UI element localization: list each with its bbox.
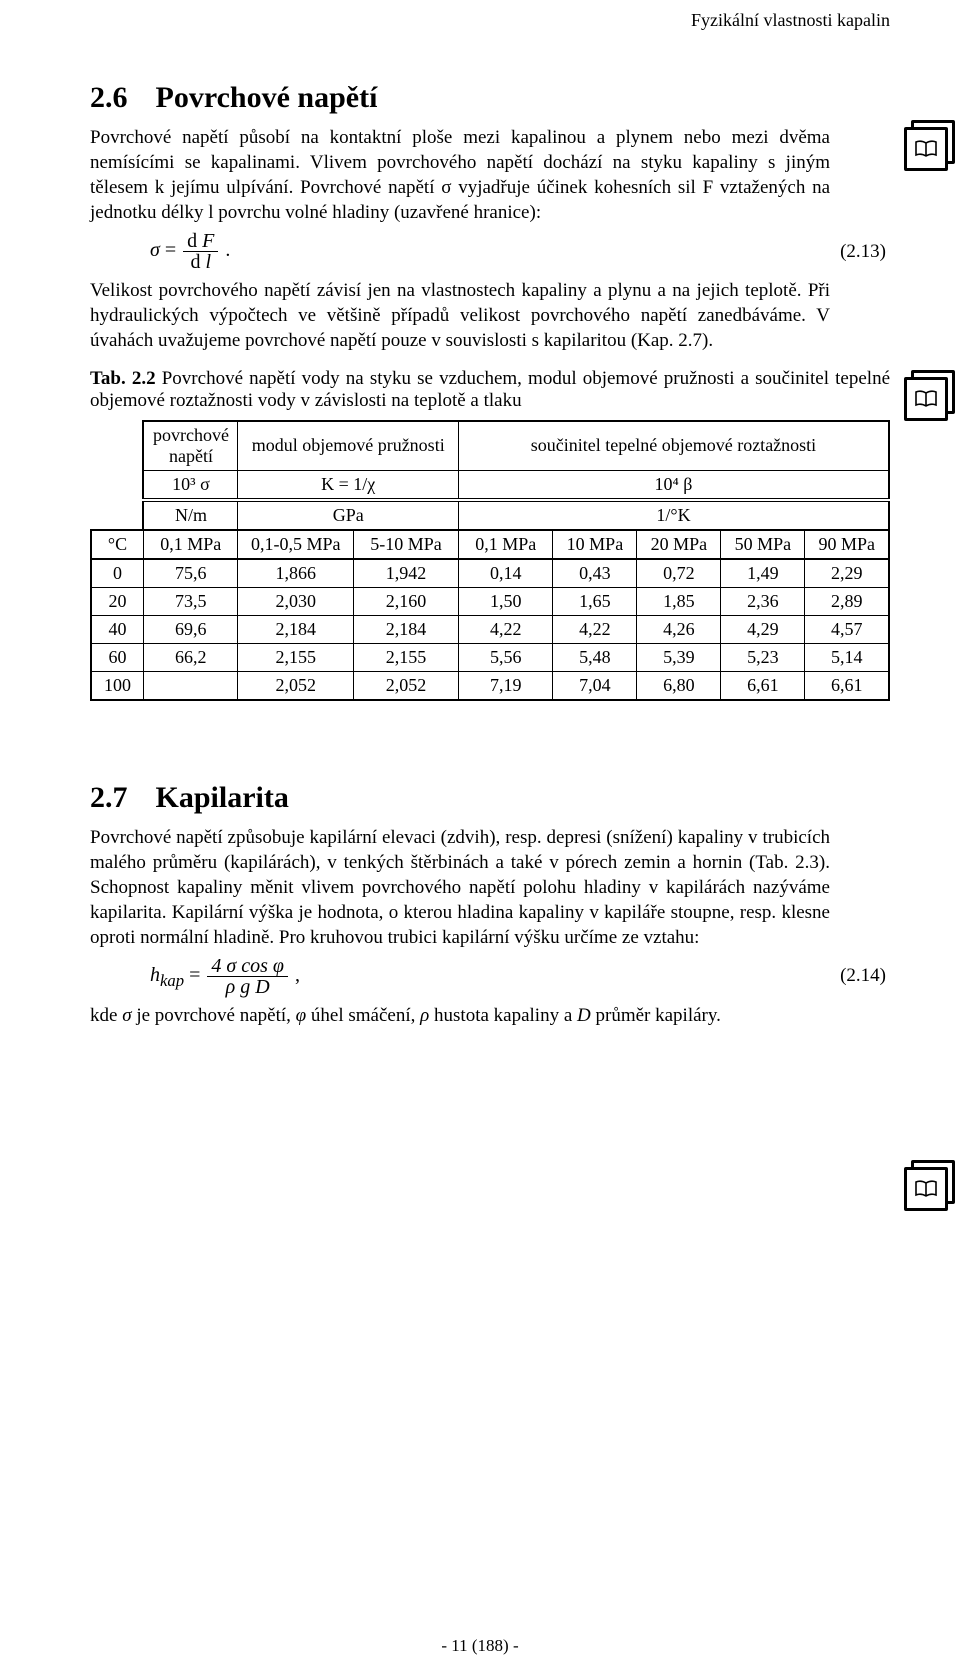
table-row: 4069,62,1842,1844,224,224,264,294,57 <box>91 615 889 643</box>
hdr-bulk-modulus: modul objemové pružnosti <box>238 421 458 471</box>
press-7: 90 MPa <box>805 530 889 559</box>
cell-value: 4,26 <box>637 615 721 643</box>
book-icon <box>904 120 952 168</box>
cell-value: 2,160 <box>353 587 458 615</box>
hdr-unit-1k: 1/°K <box>458 500 889 530</box>
press-4: 10 MPa <box>553 530 637 559</box>
cell-value: 4,57 <box>805 615 889 643</box>
cell-temp: 40 <box>91 615 143 643</box>
cell-value: 66,2 <box>143 643 237 671</box>
cell-value: 5,14 <box>805 643 889 671</box>
cell-value: 4,22 <box>458 615 552 643</box>
cell-value: 0,14 <box>458 559 552 588</box>
eq-number: (2.14) <box>840 965 890 987</box>
cell-value: 2,030 <box>238 587 353 615</box>
sec27-para2: kde σ je povrchové napětí, φ úhel smáčen… <box>90 1003 890 1028</box>
press-2: 5-10 MPa <box>353 530 458 559</box>
cell-value: 2,052 <box>353 671 458 700</box>
cell-temp: 100 <box>91 671 143 700</box>
sec26-para1: Povrchové napětí působí na kontaktní plo… <box>90 125 890 225</box>
section-2-6-title: 2.6 Povrchové napětí <box>90 81 890 115</box>
cell-value: 2,184 <box>238 615 353 643</box>
hdr-sym-k: K = 1/χ <box>238 470 458 500</box>
press-0: 0,1 MPa <box>143 530 237 559</box>
cell-value: 75,6 <box>143 559 237 588</box>
cell-value <box>143 671 237 700</box>
cell-value: 5,23 <box>721 643 805 671</box>
cell-value: 73,5 <box>143 587 237 615</box>
cell-value: 1,85 <box>637 587 721 615</box>
cell-value: 6,61 <box>805 671 889 700</box>
section-number: 2.6 <box>90 81 128 114</box>
eq-lhs: hkap <box>150 964 184 986</box>
cell-value: 1,50 <box>458 587 552 615</box>
cell-value: 6,61 <box>721 671 805 700</box>
hdr-sym-beta: 10⁴ β <box>458 470 889 500</box>
press-3: 0,1 MPa <box>458 530 552 559</box>
page: Fyzikální vlastnosti kapalin 2.6 Povrchov… <box>0 0 960 1674</box>
cell-value: 6,80 <box>637 671 721 700</box>
cell-value: 2,155 <box>238 643 353 671</box>
cell-value: 2,36 <box>721 587 805 615</box>
press-6: 50 MPa <box>721 530 805 559</box>
section-2-7-title: 2.7 Kapilarita <box>90 781 890 815</box>
cell-value: 5,48 <box>553 643 637 671</box>
cell-temp: 20 <box>91 587 143 615</box>
equation-2-14: hkap = 4 σ cos φ ρ g D , (2.14) <box>90 956 890 997</box>
table-2-2-caption: Tab. 2.2 Povrchové napětí vody na styku … <box>90 368 890 412</box>
book-icon <box>904 370 952 418</box>
cell-value: 2,184 <box>353 615 458 643</box>
cell-value: 5,56 <box>458 643 552 671</box>
running-head: Fyzikální vlastnosti kapalin <box>90 10 890 31</box>
eq-lhs: σ <box>150 239 160 261</box>
table-row: 075,61,8661,9420,140,430,721,492,29 <box>91 559 889 588</box>
eq-number: (2.13) <box>840 241 890 263</box>
cell-value: 1,49 <box>721 559 805 588</box>
cell-temp: 60 <box>91 643 143 671</box>
cell-value: 0,43 <box>553 559 637 588</box>
cell-value: 2,29 <box>805 559 889 588</box>
cell-value: 2,052 <box>238 671 353 700</box>
sec27-para1: Povrchové napětí způsobuje kapilární ele… <box>90 825 890 950</box>
table-row: 1002,0522,0527,197,046,806,616,61 <box>91 671 889 700</box>
table-2-2: povrchové napětí modul objemové pružnost… <box>90 420 890 701</box>
section-number: 2.7 <box>90 781 128 814</box>
hdr-thermal-expansion: součinitel tepelné objemové roztažnosti <box>458 421 889 471</box>
press-5: 20 MPa <box>637 530 721 559</box>
cell-value: 2,89 <box>805 587 889 615</box>
cell-value: 7,19 <box>458 671 552 700</box>
section-title-text: Povrchové napětí <box>156 81 378 114</box>
table-caption-lead: Tab. 2.2 <box>90 368 156 389</box>
book-icon <box>904 1160 952 1208</box>
cell-value: 69,6 <box>143 615 237 643</box>
cell-value: 5,39 <box>637 643 721 671</box>
cell-value: 4,22 <box>553 615 637 643</box>
table-row: 6066,22,1552,1555,565,485,395,235,14 <box>91 643 889 671</box>
press-1: 0,1-0,5 MPa <box>238 530 353 559</box>
hdr-temp: °C <box>91 530 143 559</box>
hdr-unit-gpa: GPa <box>238 500 458 530</box>
hdr-surface-tension: povrchové napětí <box>143 421 237 471</box>
cell-temp: 0 <box>91 559 143 588</box>
cell-value: 1,866 <box>238 559 353 588</box>
equation-2-13: σ = d F d l . (2.13) <box>90 231 890 272</box>
cell-value: 0,72 <box>637 559 721 588</box>
cell-value: 1,942 <box>353 559 458 588</box>
sec26-para2: Velikost povrchového napětí závisí jen n… <box>90 278 890 353</box>
cell-value: 1,65 <box>553 587 637 615</box>
cell-value: 7,04 <box>553 671 637 700</box>
section-title-text: Kapilarita <box>156 781 289 814</box>
hdr-unit-nm: N/m <box>143 500 237 530</box>
table-row: 2073,52,0302,1601,501,651,852,362,89 <box>91 587 889 615</box>
hdr-sym-sigma: 10³ σ <box>143 470 237 500</box>
table-caption-rest: Povrchové napětí vody na styku se vzduch… <box>90 368 890 411</box>
page-footer: - 11 (188) - <box>0 1636 960 1656</box>
cell-value: 2,155 <box>353 643 458 671</box>
cell-value: 4,29 <box>721 615 805 643</box>
